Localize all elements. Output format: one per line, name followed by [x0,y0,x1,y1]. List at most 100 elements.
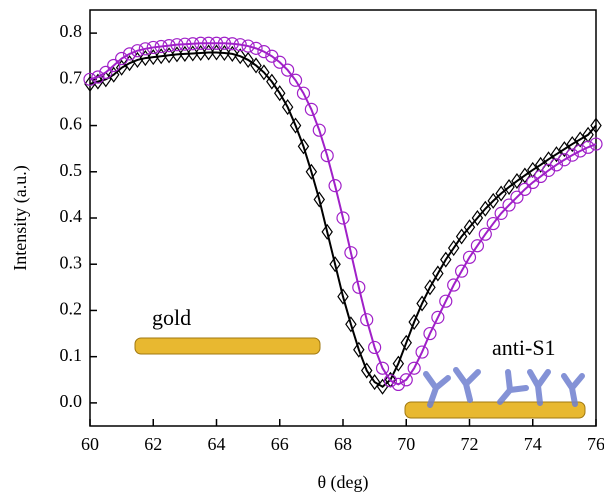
data-point [353,341,365,358]
data-point [408,313,420,331]
data-point [321,223,333,240]
data-point [478,227,492,241]
gold-strip [404,401,586,419]
data-point [313,191,326,208]
y-tick-label: 0.3 [60,252,83,272]
data-point [565,148,579,162]
data-point [83,72,97,86]
data-point [424,279,436,296]
data-point [194,44,207,62]
data-point [304,102,318,116]
y-tick-label: 0.4 [60,206,83,226]
data-point [249,41,263,55]
data-point [320,149,334,163]
data-point [345,316,357,333]
data-point [329,256,341,273]
data-point [115,59,128,76]
data-point [130,44,145,58]
data-point [495,185,507,202]
data-point [337,288,349,305]
data-point [115,51,129,66]
y-tick-label: 0.0 [60,391,83,411]
data-point [266,73,278,90]
data-point [502,198,516,212]
data-point [550,146,563,163]
x-tick-label: 72 [461,434,479,454]
data-point [336,211,350,225]
data-point [432,265,444,282]
data-point [566,136,579,153]
data-point [179,45,191,62]
data-point [479,200,492,217]
annotation: anti-S1 [492,335,556,360]
data-point [503,178,515,196]
data-point [273,55,287,69]
data-point [558,141,571,158]
gold-layer [134,337,586,419]
x-tick-label: 76 [587,434,604,454]
y-tick-label: 0.8 [60,21,83,41]
data-point [234,48,246,65]
data-point [218,44,231,62]
data-point [415,345,429,359]
data-point [375,361,390,375]
data-point [534,156,547,173]
data-point [344,246,358,260]
data-point [225,37,239,51]
annotation: gold [152,305,191,330]
data-point [519,167,531,184]
data-point [471,209,484,227]
data-point [297,138,310,155]
x-tick-label: 60 [81,434,99,454]
data-point [400,334,412,351]
data-point [171,46,183,63]
data-point [470,239,485,253]
data-point [258,64,270,81]
data-point [296,86,311,100]
antibodies [423,367,585,408]
data-point [486,216,500,231]
data-point [399,373,413,387]
data-point [511,172,523,190]
data-point [368,374,381,391]
data-point [178,37,192,51]
x-tick-label: 70 [397,434,415,454]
data-point [447,278,461,292]
data-point [455,228,468,245]
data-point [589,137,603,151]
data-point [573,144,587,158]
data-point [518,182,532,196]
y-tick-label: 0.6 [60,114,83,134]
gold-strip [134,337,321,355]
data-point [107,58,121,73]
data-point [91,70,105,84]
data-point [494,206,508,220]
x-axis-title: θ (deg) [317,472,368,493]
data-point [241,39,255,53]
x-tick-label: 66 [271,434,289,454]
data-point [274,85,286,102]
data-point [209,36,224,50]
data-point [233,38,247,52]
data-point [226,45,239,62]
data-point [186,37,200,51]
data-point [391,377,405,391]
y-tick-label: 0.5 [60,160,83,180]
x-tick-label: 74 [524,434,542,454]
y-tick-label: 0.2 [60,299,83,319]
data-point [447,240,460,257]
data-point [416,295,428,312]
data-point [122,47,137,61]
data-point [289,117,302,134]
data-point [383,374,398,388]
x-tick-label: 62 [144,434,162,454]
data-point [328,179,342,193]
y-axis-title: Intensity (a.u.) [10,165,31,270]
data-point [288,73,303,87]
fit-line [89,42,597,386]
data-point [138,42,152,56]
data-point [187,45,199,62]
data-point [407,361,421,375]
data-point [360,362,373,379]
